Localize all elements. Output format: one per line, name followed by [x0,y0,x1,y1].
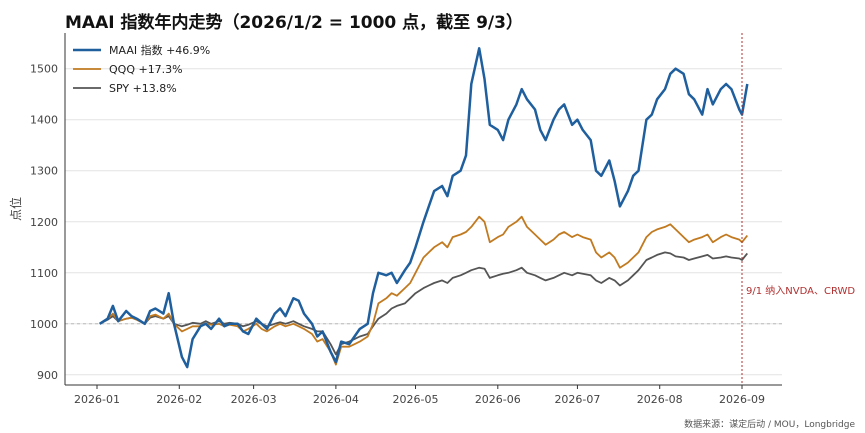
annotation-label: 9/1 纳入NVDA、CRWD [746,284,855,297]
x-tick-label: 2026-01 [74,393,120,406]
y-tick-label: 1300 [30,165,58,178]
x-tick-label: 2026-06 [475,393,521,406]
source-note: 数据来源：谋定后动 / MOU，Longbridge [684,420,855,430]
y-tick-label: 1100 [30,267,58,280]
axis-layer: 900 1000 1100 1200 1300 1400 1500 2026-01 2026-0… [8,33,782,406]
y-tick-label: 1200 [30,216,58,229]
x-tick-label: 2026-03 [231,393,277,406]
chart-title: MAAI 指数年内走势（2026/1/2 = 1000 点，截至 9/3） [65,13,523,33]
series-line-0 [99,47,749,369]
x-tick-label: 2026-04 [313,393,359,406]
series-layer [99,47,749,369]
series-line-1 [99,215,749,366]
legend: MAAI 指数 +46.9% QQQ +17.3% SPY +13.8% [73,43,210,95]
x-tick-label: 2026-09 [719,393,765,406]
y-tick-label: 1500 [30,63,58,76]
y-tick-label: 900 [37,369,58,382]
y-tick-label: 1000 [30,318,58,331]
x-tick-label: 2026-07 [554,393,600,406]
annotation-layer: 9/1 纳入NVDA、CRWD [741,33,855,385]
y-tick-label: 1400 [30,114,58,127]
x-tick-label: 2026-08 [637,393,683,406]
x-tick-label: 2026-05 [393,393,439,406]
legend-label: QQQ +17.3% [109,63,183,76]
legend-label: SPY +13.8% [109,82,177,95]
y-axis-label: 点位 [8,197,23,221]
x-tick-label: 2026-02 [156,393,202,406]
series-line-2 [99,251,749,356]
legend-label: MAAI 指数 +46.9% [109,43,210,57]
